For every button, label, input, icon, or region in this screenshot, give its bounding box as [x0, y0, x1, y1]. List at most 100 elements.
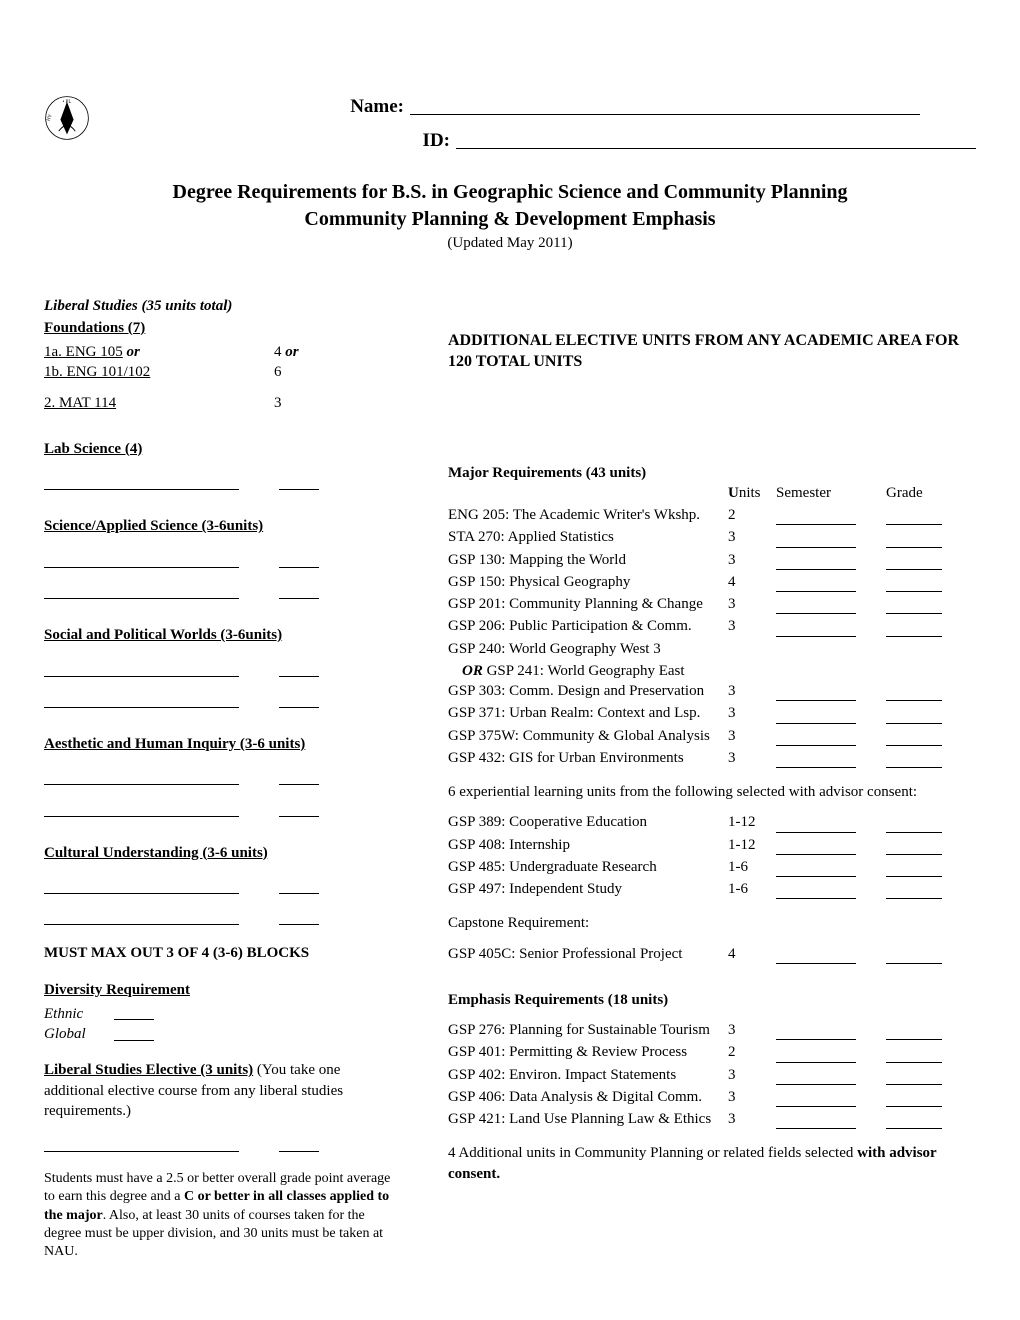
semester-blank[interactable] [776, 816, 856, 833]
id-label: ID: [110, 128, 456, 154]
blank-row[interactable] [44, 799, 394, 816]
grade-blank[interactable] [886, 1024, 942, 1041]
course-row: GSP 401: Permitting & Review Process2 [448, 1042, 976, 1062]
course-row: GSP 389: Cooperative Education1-12 [448, 812, 976, 832]
addl-units-a: 4 Additional units in Community Planning… [448, 1145, 857, 1161]
logo: • PL HY [44, 90, 90, 146]
title-block: Degree Requirements for B.S. in Geograph… [44, 179, 976, 253]
semester-blank[interactable] [776, 883, 856, 900]
course-row: ENG 205: The Academic Writer's Wkshp.2 [448, 505, 976, 525]
course-row: GSP 421: Land Use Planning Law & Ethics3 [448, 1109, 976, 1129]
grade-blank[interactable] [886, 685, 942, 702]
foundation-row: 2. MAT 1143 [44, 393, 394, 413]
blank-row[interactable] [44, 473, 394, 490]
notes: Students must have a 2.5 or better overa… [44, 1170, 394, 1261]
course-row: GSP 150: Physical Geography4 [448, 572, 976, 592]
grade-blank[interactable] [886, 838, 942, 855]
blank-row[interactable] [44, 691, 394, 708]
grade-blank[interactable] [886, 620, 942, 637]
semester-blank[interactable] [776, 1068, 856, 1085]
course-row: GSP 405C: Senior Professional Project4 [448, 944, 976, 964]
title-line2: Community Planning & Development Emphasi… [44, 206, 976, 233]
course-row: GSP 371: Urban Realm: Context and Lsp.3 [448, 703, 976, 723]
semester-blank[interactable] [776, 576, 856, 593]
title-line1: Degree Requirements for B.S. in Geograph… [44, 179, 976, 206]
grade-blank[interactable] [886, 861, 942, 878]
semester-blank[interactable] [776, 1024, 856, 1041]
grade-blank[interactable] [886, 816, 942, 833]
course-row: GSP 276: Planning for Sustainable Touris… [448, 1020, 976, 1040]
lab-science-head: Lab Science (4) [44, 439, 394, 459]
course-row: STA 270: Applied Statistics3 [448, 527, 976, 547]
grade-blank[interactable] [886, 1091, 942, 1108]
grade-blank[interactable] [886, 598, 942, 615]
name-id-block: Name: ID: [110, 94, 976, 161]
semester-blank[interactable] [776, 1046, 856, 1063]
blank-row[interactable] [44, 908, 394, 925]
course-row: GSP 201: Community Planning & Change3 [448, 594, 976, 614]
blank-row[interactable] [44, 877, 394, 894]
grade-blank[interactable] [886, 1046, 942, 1063]
svg-text:• PL: • PL [63, 100, 72, 105]
course-header: Units Semester Grade [448, 483, 976, 503]
course-row: GSP 406: Data Analysis & Digital Comm.3 [448, 1087, 976, 1107]
col-units: Units [728, 485, 761, 501]
grade-blank[interactable] [886, 752, 942, 769]
grade-blank[interactable] [886, 576, 942, 593]
blank-row[interactable] [44, 551, 394, 568]
semester-blank[interactable] [776, 752, 856, 769]
name-blank[interactable] [410, 94, 920, 115]
col-grade: Grade [886, 483, 942, 503]
semester-blank[interactable] [776, 620, 856, 637]
right-column: ADDITIONAL ELECTIVE UNITS FROM ANY ACADE… [448, 296, 976, 1262]
blank-row[interactable] [44, 659, 394, 676]
semester-blank[interactable] [776, 1091, 856, 1108]
course-row: GSP 303: Comm. Design and Preservation3 [448, 681, 976, 701]
course-row: GSP 206: Public Participation & Comm.3 [448, 616, 976, 636]
diversity-row: Ethnic [44, 1004, 394, 1024]
cultural-head: Cultural Understanding (3-6 units) [44, 843, 394, 863]
left-column: Liberal Studies (35 units total) Foundat… [44, 296, 394, 1262]
aesthetic-head: Aesthetic and Human Inquiry (3-6 units) [44, 734, 394, 754]
foundations-head: Foundations (7) [44, 318, 394, 338]
semester-blank[interactable] [776, 707, 856, 724]
diversity-row: Global [44, 1024, 394, 1044]
course-or-line: OR GSP 241: World Geography East [448, 661, 976, 681]
exp-para: 6 experiential learning units from the f… [448, 782, 976, 802]
semester-blank[interactable] [776, 531, 856, 548]
semester-blank[interactable] [776, 947, 856, 964]
course-row: GSP 402: Environ. Impact Statements3 [448, 1065, 976, 1085]
semester-blank[interactable] [776, 553, 856, 570]
course-row: GSP 432: GIS for Urban Environments3 [448, 748, 976, 768]
semester-blank[interactable] [776, 1113, 856, 1130]
grade-blank[interactable] [886, 1068, 942, 1085]
semester-blank[interactable] [776, 861, 856, 878]
semester-blank[interactable] [776, 509, 856, 526]
semester-blank[interactable] [776, 685, 856, 702]
course-row: GSP 240: World Geography West 3 [448, 639, 976, 659]
addl-units: 4 Additional units in Community Planning… [448, 1143, 976, 1184]
id-blank[interactable] [456, 128, 976, 149]
liberal-title: Liberal Studies (35 units total) [44, 296, 394, 316]
blank-row[interactable] [44, 582, 394, 599]
grade-blank[interactable] [886, 531, 942, 548]
course-row: GSP 485: Undergraduate Research1-6 [448, 857, 976, 877]
semester-blank[interactable] [776, 838, 856, 855]
elective-head: Liberal Studies Elective (3 units) [44, 1062, 253, 1078]
grade-blank[interactable] [886, 553, 942, 570]
semester-blank[interactable] [776, 729, 856, 746]
grade-blank[interactable] [886, 729, 942, 746]
capstone-head: Capstone Requirement: [448, 913, 976, 933]
semester-blank[interactable] [776, 598, 856, 615]
elective-blank[interactable] [44, 1135, 394, 1152]
course-row: GSP 375W: Community & Global Analysis3 [448, 726, 976, 746]
maxout: MUST MAX OUT 3 OF 4 (3-6) BLOCKS [44, 943, 394, 963]
grade-blank[interactable] [886, 707, 942, 724]
grade-blank[interactable] [886, 509, 942, 526]
blank-row[interactable] [44, 768, 394, 785]
grade-blank[interactable] [886, 947, 942, 964]
science-applied-head: Science/Applied Science (3-6units) [44, 516, 394, 536]
emphasis-head: Emphasis Requirements (18 units) [448, 990, 976, 1010]
grade-blank[interactable] [886, 883, 942, 900]
grade-blank[interactable] [886, 1113, 942, 1130]
